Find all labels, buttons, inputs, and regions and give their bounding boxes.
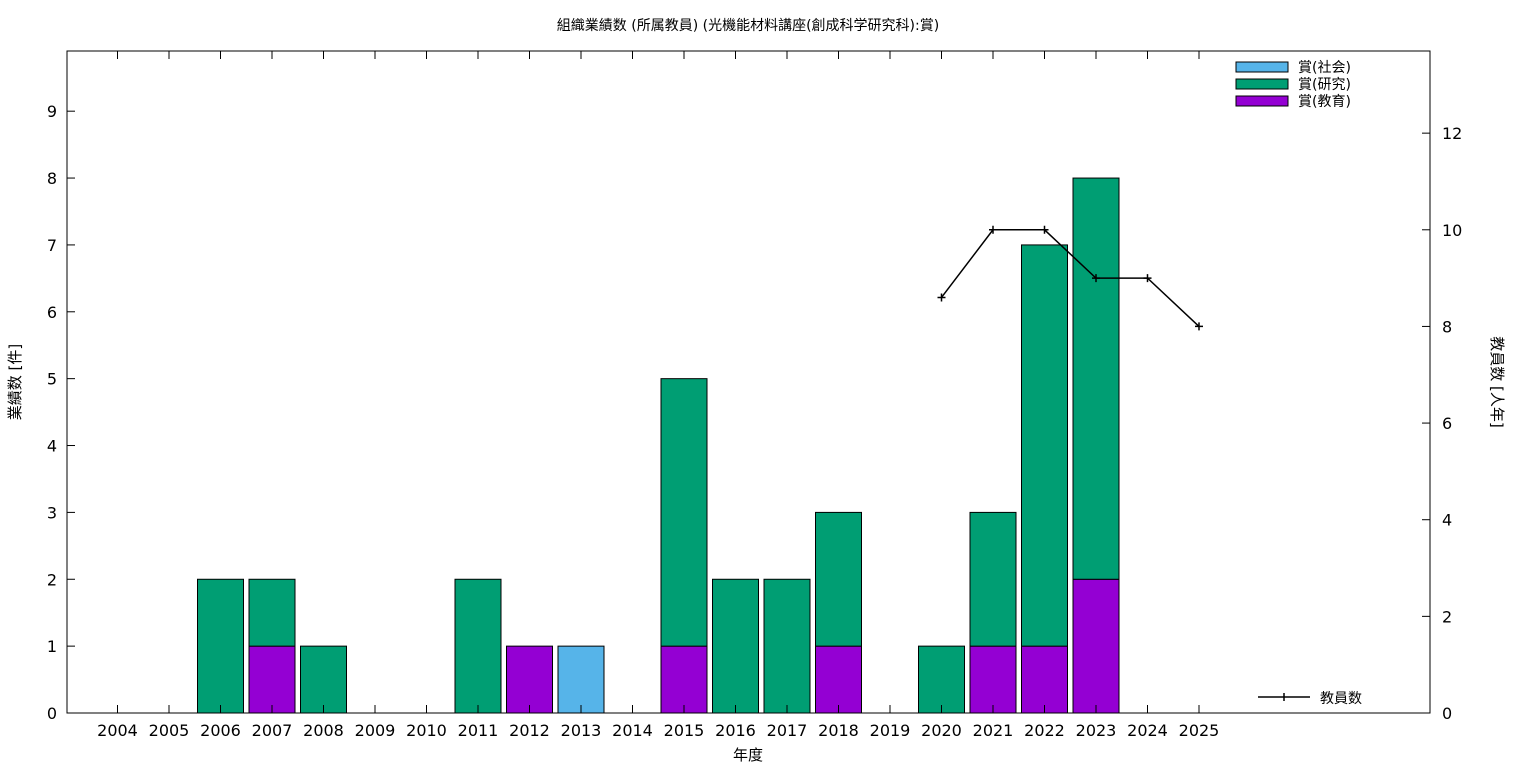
- y2-tick-label: 4: [1442, 511, 1452, 530]
- x-tick-label: 2013: [561, 721, 602, 740]
- y-tick-label: 9: [47, 102, 57, 121]
- bar-2023-segment: [1072, 578, 1120, 714]
- x-tick-label: 2015: [664, 721, 705, 740]
- legend-swatch: [1235, 95, 1289, 107]
- bar-2022-segment: [1021, 244, 1068, 647]
- x-tick-label: 2004: [97, 721, 138, 740]
- faculty-count-point-2021: [989, 225, 997, 234]
- y2-tick-label: 8: [1442, 317, 1452, 336]
- x-tick-label: 2007: [252, 721, 293, 740]
- faculty-count-point-2022: [1040, 225, 1049, 234]
- x-tick-label: 2025: [1179, 721, 1220, 740]
- bar-2007-segment: [248, 578, 296, 647]
- x-tick-label: 2012: [509, 721, 550, 740]
- legend-swatch: [1235, 78, 1289, 90]
- bar-2021-segment: [969, 645, 1017, 714]
- x-tick-label: 2017: [767, 721, 808, 740]
- y2-tick-label: 12: [1442, 124, 1462, 143]
- bar-2018-segment: [815, 511, 862, 647]
- faculty-count-point-2024: [1143, 274, 1152, 283]
- x-tick-label: 2010: [406, 721, 447, 740]
- y-tick-label: 5: [47, 370, 57, 389]
- bar-2018-segment: [815, 645, 862, 714]
- bar-2020-segment: [918, 645, 965, 714]
- x-tick-label: 2019: [870, 721, 911, 740]
- x-tick-label: 2011: [458, 721, 499, 740]
- legend: 賞(社会)賞(研究)賞(教育) 教員数: [1235, 60, 1362, 707]
- y-tick-label: 1: [47, 637, 57, 656]
- x-tick-label: 2023: [1076, 721, 1117, 740]
- faculty-count-point-2020: [937, 293, 946, 302]
- faculty-count-point-2025: [1195, 322, 1203, 331]
- x-tick-label: 2008: [303, 721, 344, 740]
- bar-2006-segment: [197, 578, 244, 714]
- bar-2015-segment: [660, 645, 708, 714]
- faculty-count-point-2023: [1092, 274, 1100, 283]
- y2-tick-label: 0: [1442, 704, 1452, 723]
- bar-2012-segment: [506, 645, 553, 714]
- y-tick-label: 3: [47, 503, 57, 522]
- x-tick-label: 2022: [1024, 721, 1065, 740]
- x-tick-label: 2024: [1127, 721, 1168, 740]
- y2-axis-title: 教員数 [人年]: [1488, 336, 1506, 427]
- bar-2022-segment: [1021, 645, 1068, 714]
- y2-tick-label: 10: [1442, 221, 1462, 240]
- y-tick-label: 6: [47, 303, 57, 322]
- bar-2016-segment: [712, 578, 759, 714]
- faculty-count-line: [940, 229, 1200, 327]
- y-tick-label: 8: [47, 169, 57, 188]
- bar-2013-segment: [557, 645, 605, 714]
- bars-layer: [197, 177, 1120, 714]
- x-tick-label: 2006: [200, 721, 241, 740]
- legend-label: 賞(教育): [1298, 94, 1351, 110]
- y2-tick-label: 2: [1442, 607, 1452, 626]
- plot-frame: [66, 50, 1431, 714]
- legend-label: 賞(社会): [1298, 60, 1351, 76]
- y-tick-label: 7: [47, 236, 57, 255]
- y-tick-label: 0: [47, 704, 57, 723]
- x-tick-label: 2020: [921, 721, 962, 740]
- y-axis-title: 業績数 [件]: [6, 344, 24, 420]
- bar-2011-segment: [454, 578, 502, 714]
- bar-2007-segment: [248, 645, 296, 714]
- chart-title: 組織業績数 (所属教員) (光機能材料講座(創成科学研究科):賞): [557, 18, 939, 34]
- x-tick-label: 2009: [355, 721, 396, 740]
- legend-label: 賞(研究): [1298, 77, 1351, 93]
- y-tick-label: 4: [47, 437, 57, 456]
- x-tick-label: 2005: [149, 721, 190, 740]
- x-tick-label: 2021: [973, 721, 1014, 740]
- y2-tick-label: 6: [1442, 414, 1452, 433]
- x-axis-title: 年度: [733, 746, 763, 764]
- x-tick-label: 2018: [818, 721, 859, 740]
- y-tick-label: 2: [47, 570, 57, 589]
- bar-2021-segment: [969, 511, 1017, 647]
- line-layer: [937, 225, 1203, 331]
- legend-swatch: [1235, 61, 1289, 73]
- legend-line-label: 教員数: [1320, 691, 1362, 707]
- x-tick-label: 2014: [612, 721, 653, 740]
- bar-2015-segment: [660, 378, 708, 647]
- bar-2008-segment: [300, 645, 347, 714]
- bar-2023-segment: [1072, 177, 1120, 580]
- x-tick-label: 2016: [715, 721, 756, 740]
- bar-2017-segment: [763, 578, 811, 714]
